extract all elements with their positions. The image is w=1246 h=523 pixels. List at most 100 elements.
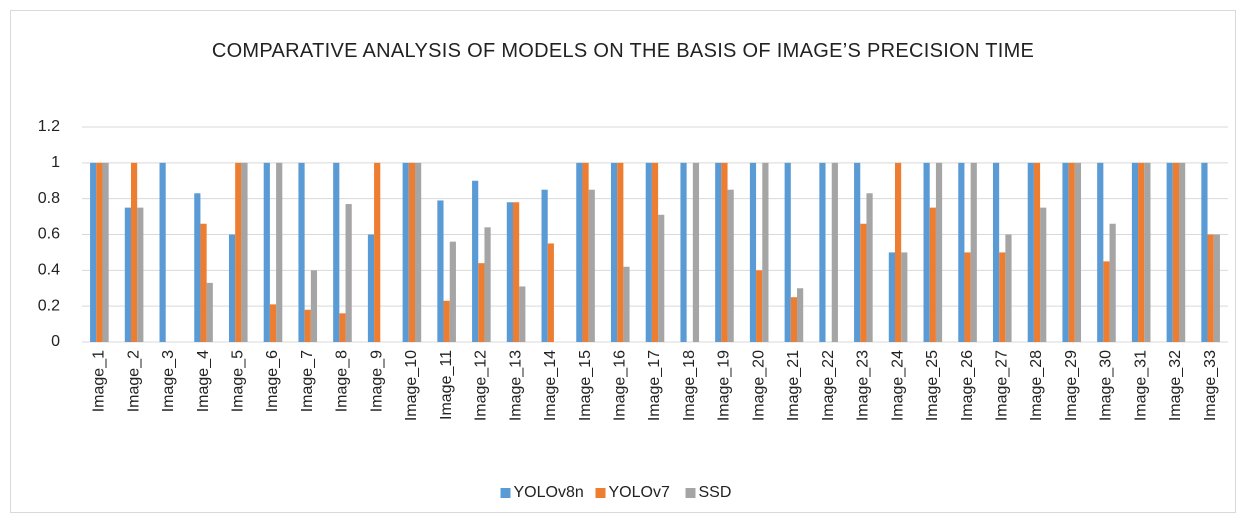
x-tick-label: Image_8 <box>334 350 351 412</box>
x-tick-label: Image_28 <box>1028 350 1045 421</box>
bar <box>1033 162 1041 342</box>
x-tick-label: Image_10 <box>403 350 420 421</box>
y-tick-label: 0.8 <box>38 190 60 207</box>
bar <box>159 162 166 342</box>
bar <box>437 200 444 342</box>
bar <box>749 162 757 342</box>
x-tick-label: Image_26 <box>959 350 976 421</box>
bar <box>102 162 109 342</box>
bar <box>1213 234 1220 342</box>
x-tick-label: Image_6 <box>264 350 281 412</box>
bar <box>819 162 826 342</box>
bar <box>200 223 207 342</box>
bar <box>999 252 1006 342</box>
bar <box>894 162 902 342</box>
x-tick-label: Image_11 <box>438 350 455 420</box>
bar <box>137 207 144 342</box>
y-tick-label: 0.2 <box>38 297 60 314</box>
bar <box>784 162 791 342</box>
bar <box>298 162 305 342</box>
bar <box>958 162 965 342</box>
bar <box>124 207 131 342</box>
x-tick-label: Image_27 <box>993 350 1010 421</box>
x-tick-label: Image_22 <box>820 350 837 421</box>
x-tick-label: Image_29 <box>1063 350 1080 421</box>
bar <box>756 270 763 342</box>
bar <box>645 162 652 342</box>
bar <box>727 189 734 342</box>
bar <box>443 300 450 342</box>
bar <box>790 297 798 342</box>
bar <box>345 204 352 342</box>
x-tick-label: Image_32 <box>1167 350 1184 421</box>
bar <box>415 162 422 342</box>
bar <box>1068 162 1075 342</box>
x-tick-label: Image_25 <box>924 350 941 421</box>
bar <box>304 309 311 342</box>
bar <box>1179 162 1186 342</box>
bar <box>1201 162 1208 342</box>
bar <box>715 162 722 342</box>
bar <box>1005 234 1012 342</box>
x-tick-label: Image_17 <box>646 350 663 421</box>
x-tick-label: Image_14 <box>542 350 559 421</box>
x-tick-label: Image_4 <box>195 350 212 412</box>
bar <box>680 162 687 342</box>
legend-swatch <box>500 488 511 498</box>
bar <box>1131 162 1139 342</box>
bar <box>1144 162 1151 342</box>
bar <box>860 223 867 342</box>
bar <box>310 270 318 342</box>
x-tick-label: Image_16 <box>611 350 628 421</box>
x-tick-label: Image_7 <box>299 350 316 412</box>
x-tick-label: Image_30 <box>1098 350 1115 421</box>
bar <box>866 193 873 342</box>
bar <box>1074 162 1082 342</box>
bar <box>1027 162 1034 342</box>
bar <box>367 234 375 342</box>
bar <box>90 162 97 342</box>
y-tick-label: 1.2 <box>38 118 60 135</box>
legend-swatch <box>595 488 606 498</box>
bar <box>472 180 479 342</box>
bar <box>547 243 554 342</box>
bar <box>854 162 861 342</box>
bar <box>901 252 908 342</box>
bar <box>831 162 838 342</box>
bar <box>964 252 971 342</box>
x-tick-label: Image_9 <box>368 350 385 412</box>
bar <box>935 162 943 342</box>
bar <box>623 266 630 342</box>
bar <box>721 162 728 342</box>
bar <box>228 234 236 342</box>
x-tick-label: Image_19 <box>716 350 733 421</box>
bar <box>1138 162 1145 342</box>
bar <box>263 162 270 342</box>
bar <box>541 189 548 342</box>
bar <box>762 162 769 342</box>
bar <box>402 162 409 342</box>
legend-label: YOLOv7 <box>609 484 670 501</box>
bar <box>1166 162 1173 342</box>
x-tick-label: Image_18 <box>681 350 698 421</box>
bar <box>333 162 340 342</box>
bar <box>96 162 103 342</box>
bar <box>658 214 665 342</box>
x-tick-label: Image_15 <box>577 350 594 421</box>
bar <box>1103 261 1110 342</box>
bar <box>797 288 804 342</box>
x-tick-label: Image_2 <box>125 350 142 412</box>
bar <box>610 162 618 342</box>
bar <box>235 162 242 342</box>
x-tick-label: Image_20 <box>750 350 767 421</box>
bar <box>970 162 977 342</box>
y-tick-label: 0.4 <box>38 262 60 279</box>
bar <box>484 227 491 342</box>
x-tick-label: Image_12 <box>473 350 490 421</box>
bar <box>651 162 659 342</box>
bar <box>1109 223 1116 342</box>
y-tick-label: 0.6 <box>38 226 60 243</box>
bar <box>130 162 138 342</box>
